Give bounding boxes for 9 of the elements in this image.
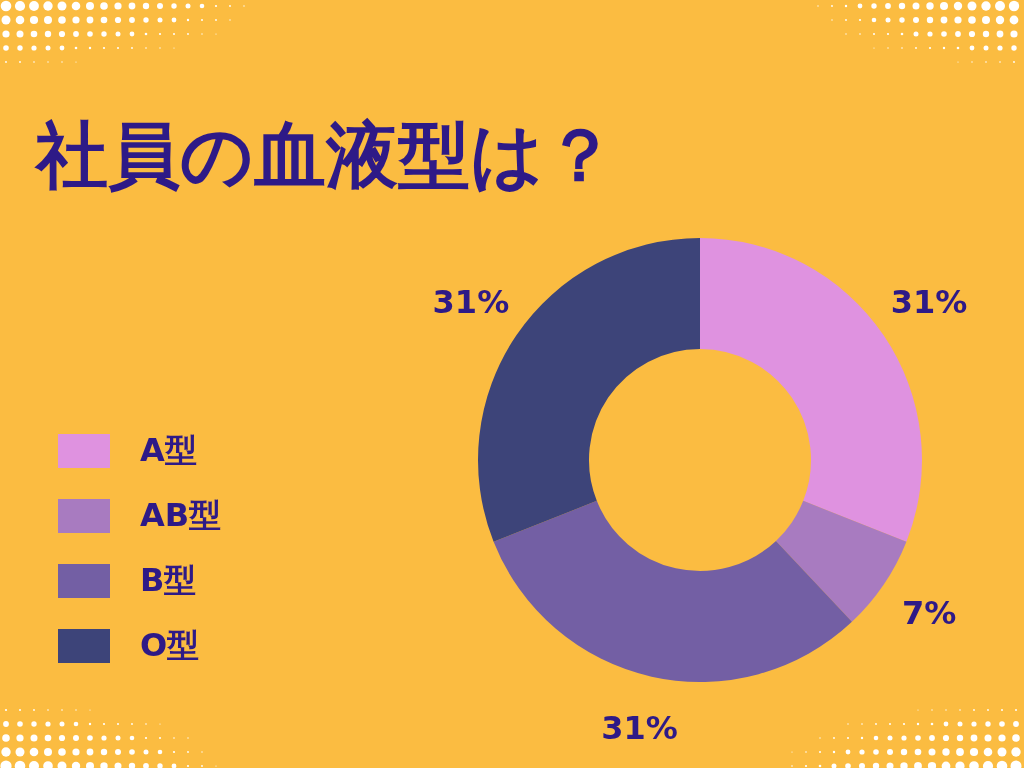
legend-label: B型 xyxy=(140,559,197,601)
data-label: 31% xyxy=(432,282,510,321)
data-label: 31% xyxy=(890,282,968,321)
legend-label: O型 xyxy=(140,624,200,666)
legend-label: AB型 xyxy=(140,494,222,536)
data-label: 31% xyxy=(601,708,678,747)
legend-label: A型 xyxy=(140,429,197,471)
chart-title: 社員の血液型は？ xyxy=(36,112,616,199)
data-label: 7% xyxy=(901,594,957,633)
